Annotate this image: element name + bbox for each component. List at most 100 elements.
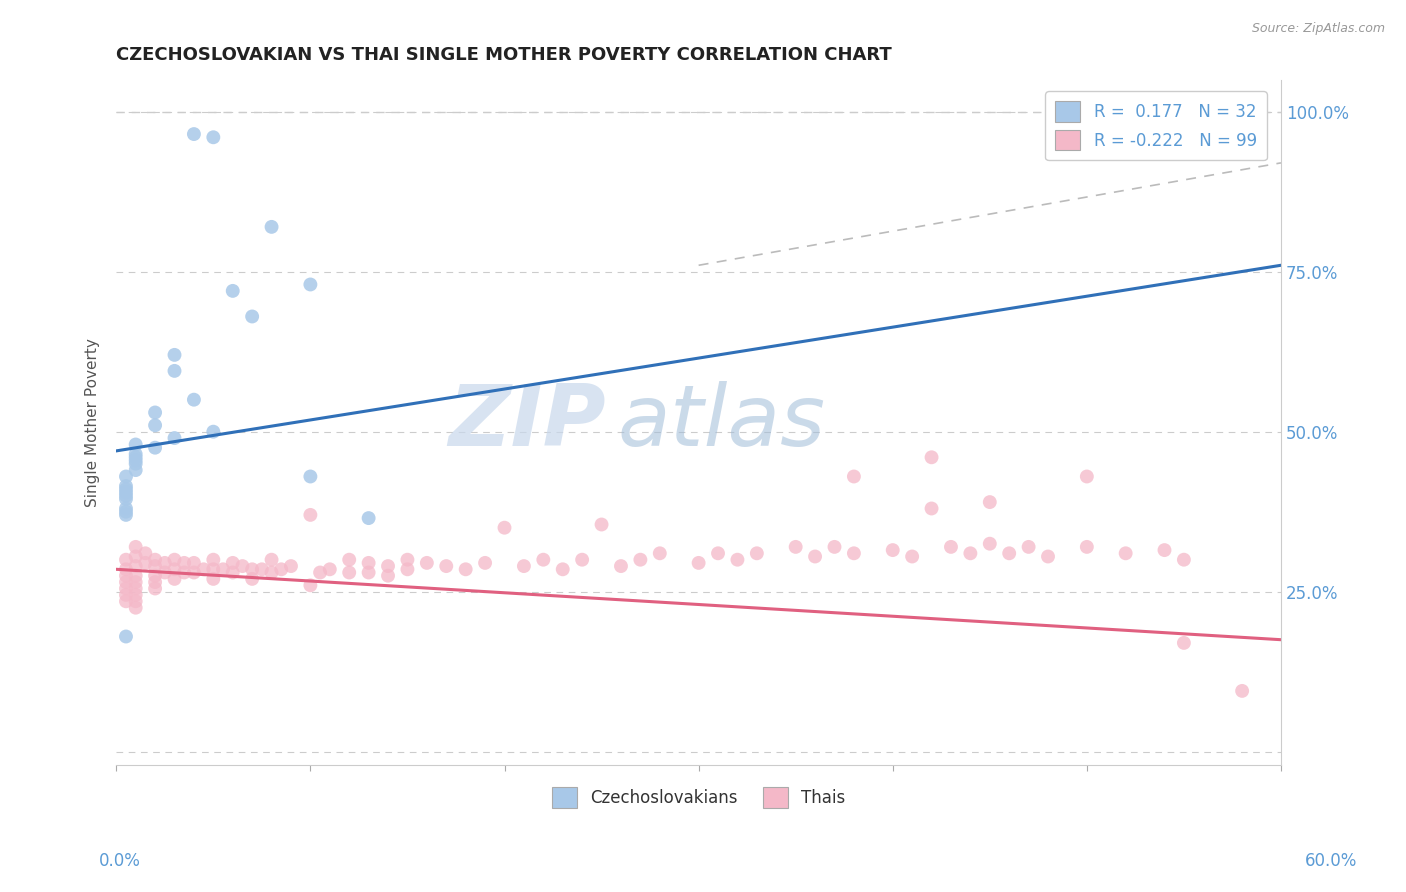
Point	[125, 549, 148, 564]
Point	[250, 562, 273, 576]
Point	[125, 559, 148, 574]
Point	[337, 552, 360, 566]
Point	[143, 575, 166, 590]
Point	[202, 425, 225, 439]
Point	[842, 469, 865, 483]
Point	[939, 540, 962, 554]
Point	[125, 450, 148, 465]
Point	[125, 575, 148, 590]
Point	[115, 508, 138, 522]
Text: Source: ZipAtlas.com: Source: ZipAtlas.com	[1251, 22, 1385, 36]
Point	[357, 566, 380, 580]
Point	[183, 392, 205, 407]
Text: CZECHOSLOVAKIAN VS THAI SINGLE MOTHER POVERTY CORRELATION CHART: CZECHOSLOVAKIAN VS THAI SINGLE MOTHER PO…	[117, 46, 891, 64]
Point	[134, 546, 156, 560]
Point	[260, 219, 283, 234]
Point	[454, 562, 477, 576]
Point	[125, 437, 148, 451]
Point	[1153, 543, 1175, 558]
Point	[979, 537, 1001, 551]
Point	[153, 556, 176, 570]
Point	[115, 582, 138, 596]
Point	[745, 546, 768, 560]
Point	[115, 491, 138, 506]
Point	[202, 572, 225, 586]
Point	[173, 556, 195, 570]
Point	[434, 559, 457, 574]
Point	[125, 457, 148, 471]
Point	[125, 594, 148, 608]
Text: 60.0%: 60.0%	[1305, 852, 1357, 870]
Point	[163, 431, 186, 445]
Point	[882, 543, 904, 558]
Point	[163, 562, 186, 576]
Point	[202, 562, 225, 576]
Point	[357, 511, 380, 525]
Point	[222, 556, 245, 570]
Point	[143, 405, 166, 419]
Point	[143, 582, 166, 596]
Legend: Czechoslovakians, Thais: Czechoslovakians, Thais	[546, 780, 852, 814]
Point	[309, 566, 332, 580]
Point	[163, 572, 186, 586]
Point	[280, 559, 302, 574]
Point	[115, 575, 138, 590]
Point	[1076, 540, 1098, 554]
Point	[299, 578, 322, 592]
Point	[531, 552, 554, 566]
Point	[222, 566, 245, 580]
Point	[396, 562, 419, 576]
Point	[163, 348, 186, 362]
Point	[979, 495, 1001, 509]
Point	[115, 483, 138, 497]
Point	[707, 546, 730, 560]
Point	[125, 540, 148, 554]
Point	[591, 517, 613, 532]
Point	[337, 566, 360, 580]
Point	[115, 552, 138, 566]
Point	[1036, 549, 1059, 564]
Point	[299, 277, 322, 292]
Point	[240, 562, 263, 576]
Point	[183, 556, 205, 570]
Point	[153, 566, 176, 580]
Point	[998, 546, 1021, 560]
Point	[299, 469, 322, 483]
Point	[842, 546, 865, 560]
Point	[143, 568, 166, 582]
Point	[377, 568, 399, 582]
Point	[143, 418, 166, 433]
Point	[824, 540, 846, 554]
Text: 0.0%: 0.0%	[98, 852, 141, 870]
Point	[115, 501, 138, 516]
Point	[270, 562, 292, 576]
Point	[183, 127, 205, 141]
Point	[551, 562, 574, 576]
Point	[785, 540, 807, 554]
Point	[183, 566, 205, 580]
Point	[357, 556, 380, 570]
Point	[571, 552, 593, 566]
Point	[115, 485, 138, 500]
Point	[143, 441, 166, 455]
Point	[240, 572, 263, 586]
Point	[212, 562, 235, 576]
Point	[921, 501, 943, 516]
Point	[921, 450, 943, 465]
Point	[1115, 546, 1137, 560]
Point	[115, 489, 138, 503]
Point	[115, 479, 138, 493]
Point	[163, 552, 186, 566]
Point	[125, 568, 148, 582]
Point	[125, 453, 148, 467]
Point	[193, 562, 215, 576]
Point	[260, 566, 283, 580]
Point	[1230, 684, 1253, 698]
Point	[610, 559, 633, 574]
Point	[202, 552, 225, 566]
Point	[115, 630, 138, 644]
Point	[125, 582, 148, 596]
Point	[115, 588, 138, 602]
Point	[1173, 552, 1195, 566]
Point	[1173, 636, 1195, 650]
